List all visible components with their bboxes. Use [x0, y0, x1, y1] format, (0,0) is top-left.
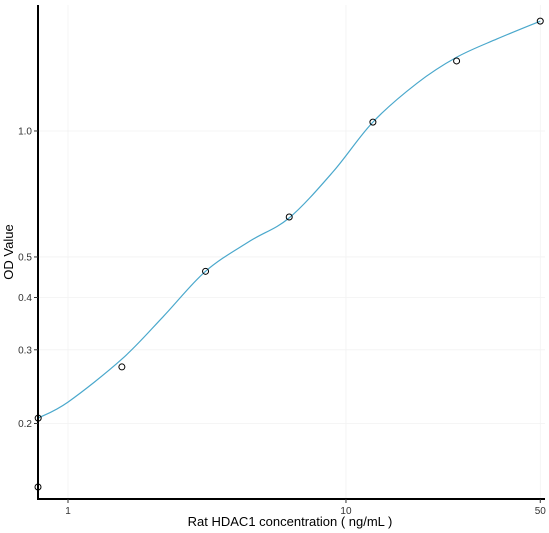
data-point: [285, 213, 293, 221]
data-point: [202, 267, 210, 275]
x-tick-label: 50: [535, 506, 547, 517]
fit-curve-line: [37, 20, 541, 419]
data-point: [453, 57, 461, 65]
x-tick-label: 1: [65, 506, 71, 517]
fit-curve-layer: [37, 20, 541, 419]
data-points-layer: [34, 17, 544, 491]
data-point: [369, 118, 377, 126]
tick-layer: 1 10 50 0.2 0.3 0.4 0.5 1.0: [18, 126, 546, 517]
data-point: [118, 363, 126, 371]
y-axis-title: OD Value: [1, 224, 16, 279]
grid: [38, 5, 545, 499]
y-tick-label: 1.0: [18, 126, 32, 137]
y-tick-label: 0.3: [18, 345, 32, 356]
axes: [37, 5, 545, 500]
data-point: [536, 17, 544, 25]
y-tick-label: 0.5: [18, 252, 32, 263]
y-tick-label: 0.2: [18, 419, 32, 430]
y-tick-label: 0.4: [18, 293, 32, 304]
x-tick-label: 10: [340, 506, 352, 517]
x-axis-title: Rat HDAC1 concentration ( ng/mL ): [188, 514, 393, 529]
